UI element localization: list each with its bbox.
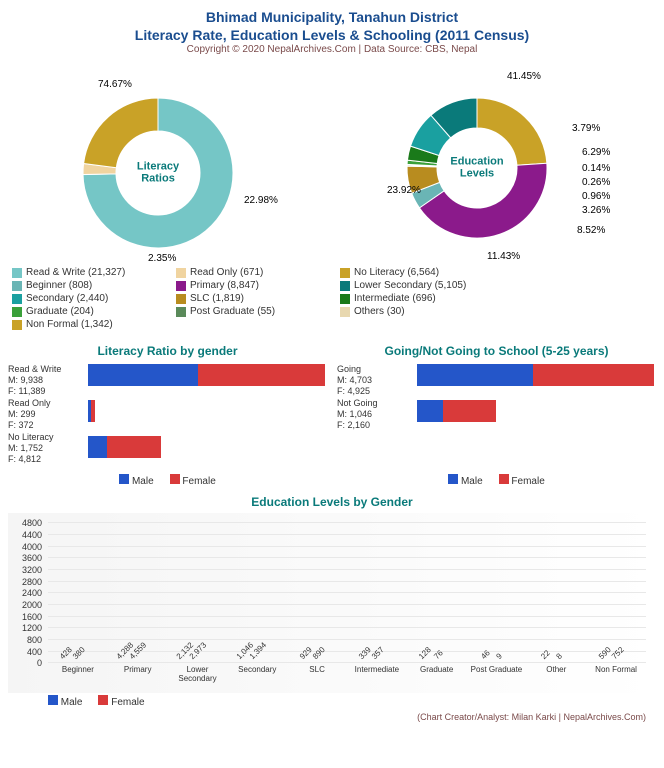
legend-item: Read & Write (21,327) [12, 267, 162, 278]
svg-text:74.67%: 74.67% [98, 79, 132, 90]
svg-text:41.45%: 41.45% [507, 71, 541, 82]
svg-text:0.96%: 0.96% [582, 191, 610, 202]
svg-text:11.43%: 11.43% [487, 251, 520, 262]
legend-item: Others (30) [340, 306, 490, 317]
edu-gender-chart: 0400800120016002000240028003200360040004… [8, 513, 656, 693]
education-donut: EducationLevels 41.45% 23.92% 11.43% 3.79% 6.… [337, 63, 656, 263]
legend-item: Intermediate (696) [340, 293, 490, 304]
credit: (Chart Creator/Analyst: Milan Karki | Ne… [8, 712, 656, 722]
school-chart: GoingM: 4,703F: 4,925Not GoingM: 1,046F:… [337, 362, 656, 472]
legend-item: SLC (1,819) [176, 293, 326, 304]
literacy-gender-title: Literacy Ratio by gender [8, 344, 327, 358]
legend-item: Lower Secondary (5,105) [340, 280, 490, 291]
legend-item: Post Graduate (55) [176, 306, 326, 317]
legend-item: Read Only (671) [176, 267, 326, 278]
svg-text:0.14%: 0.14% [582, 163, 610, 174]
svg-text:Ratios: Ratios [141, 173, 175, 185]
svg-text:3.26%: 3.26% [582, 205, 610, 216]
svg-text:Levels: Levels [459, 168, 493, 180]
legend-item: Primary (8,847) [176, 280, 326, 291]
combined-legend: Read & Write (21,327) Read Only (671) No L… [8, 267, 656, 330]
gender-legend-1: Male Female [8, 474, 327, 487]
svg-text:Education: Education [450, 156, 503, 168]
svg-text:Literacy: Literacy [136, 161, 179, 173]
legend-item: Graduate (204) [12, 306, 162, 317]
title-line2: Literacy Rate, Education Levels & School… [135, 27, 529, 43]
svg-text:2.35%: 2.35% [148, 253, 176, 263]
svg-text:23.92%: 23.92% [387, 185, 421, 196]
svg-text:8.52%: 8.52% [577, 225, 605, 236]
svg-text:3.79%: 3.79% [572, 123, 600, 134]
gender-legend-2: Male Female [337, 474, 656, 487]
edu-gender-title: Education Levels by Gender [8, 495, 656, 509]
svg-text:22.98%: 22.98% [244, 195, 278, 206]
literacy-donut: LiteracyRatios 74.67% 2.35% 22.98% [8, 63, 327, 263]
school-title: Going/Not Going to School (5-25 years) [337, 344, 656, 358]
literacy-gender-chart: Read & WriteM: 9,938F: 11,389Read OnlyM:… [8, 362, 327, 472]
copyright: Copyright © 2020 NepalArchives.Com | Dat… [8, 44, 656, 55]
legend-item: Non Formal (1,342) [12, 319, 162, 330]
svg-text:0.26%: 0.26% [582, 177, 610, 188]
legend-item: Secondary (2,440) [12, 293, 162, 304]
legend-item: Beginner (808) [12, 280, 162, 291]
legend-item: No Literacy (6,564) [340, 267, 490, 278]
title-line1: Bhimad Municipality, Tanahun District [206, 9, 458, 25]
gender-legend-3: Male Female [8, 695, 656, 708]
svg-text:6.29%: 6.29% [582, 147, 610, 158]
